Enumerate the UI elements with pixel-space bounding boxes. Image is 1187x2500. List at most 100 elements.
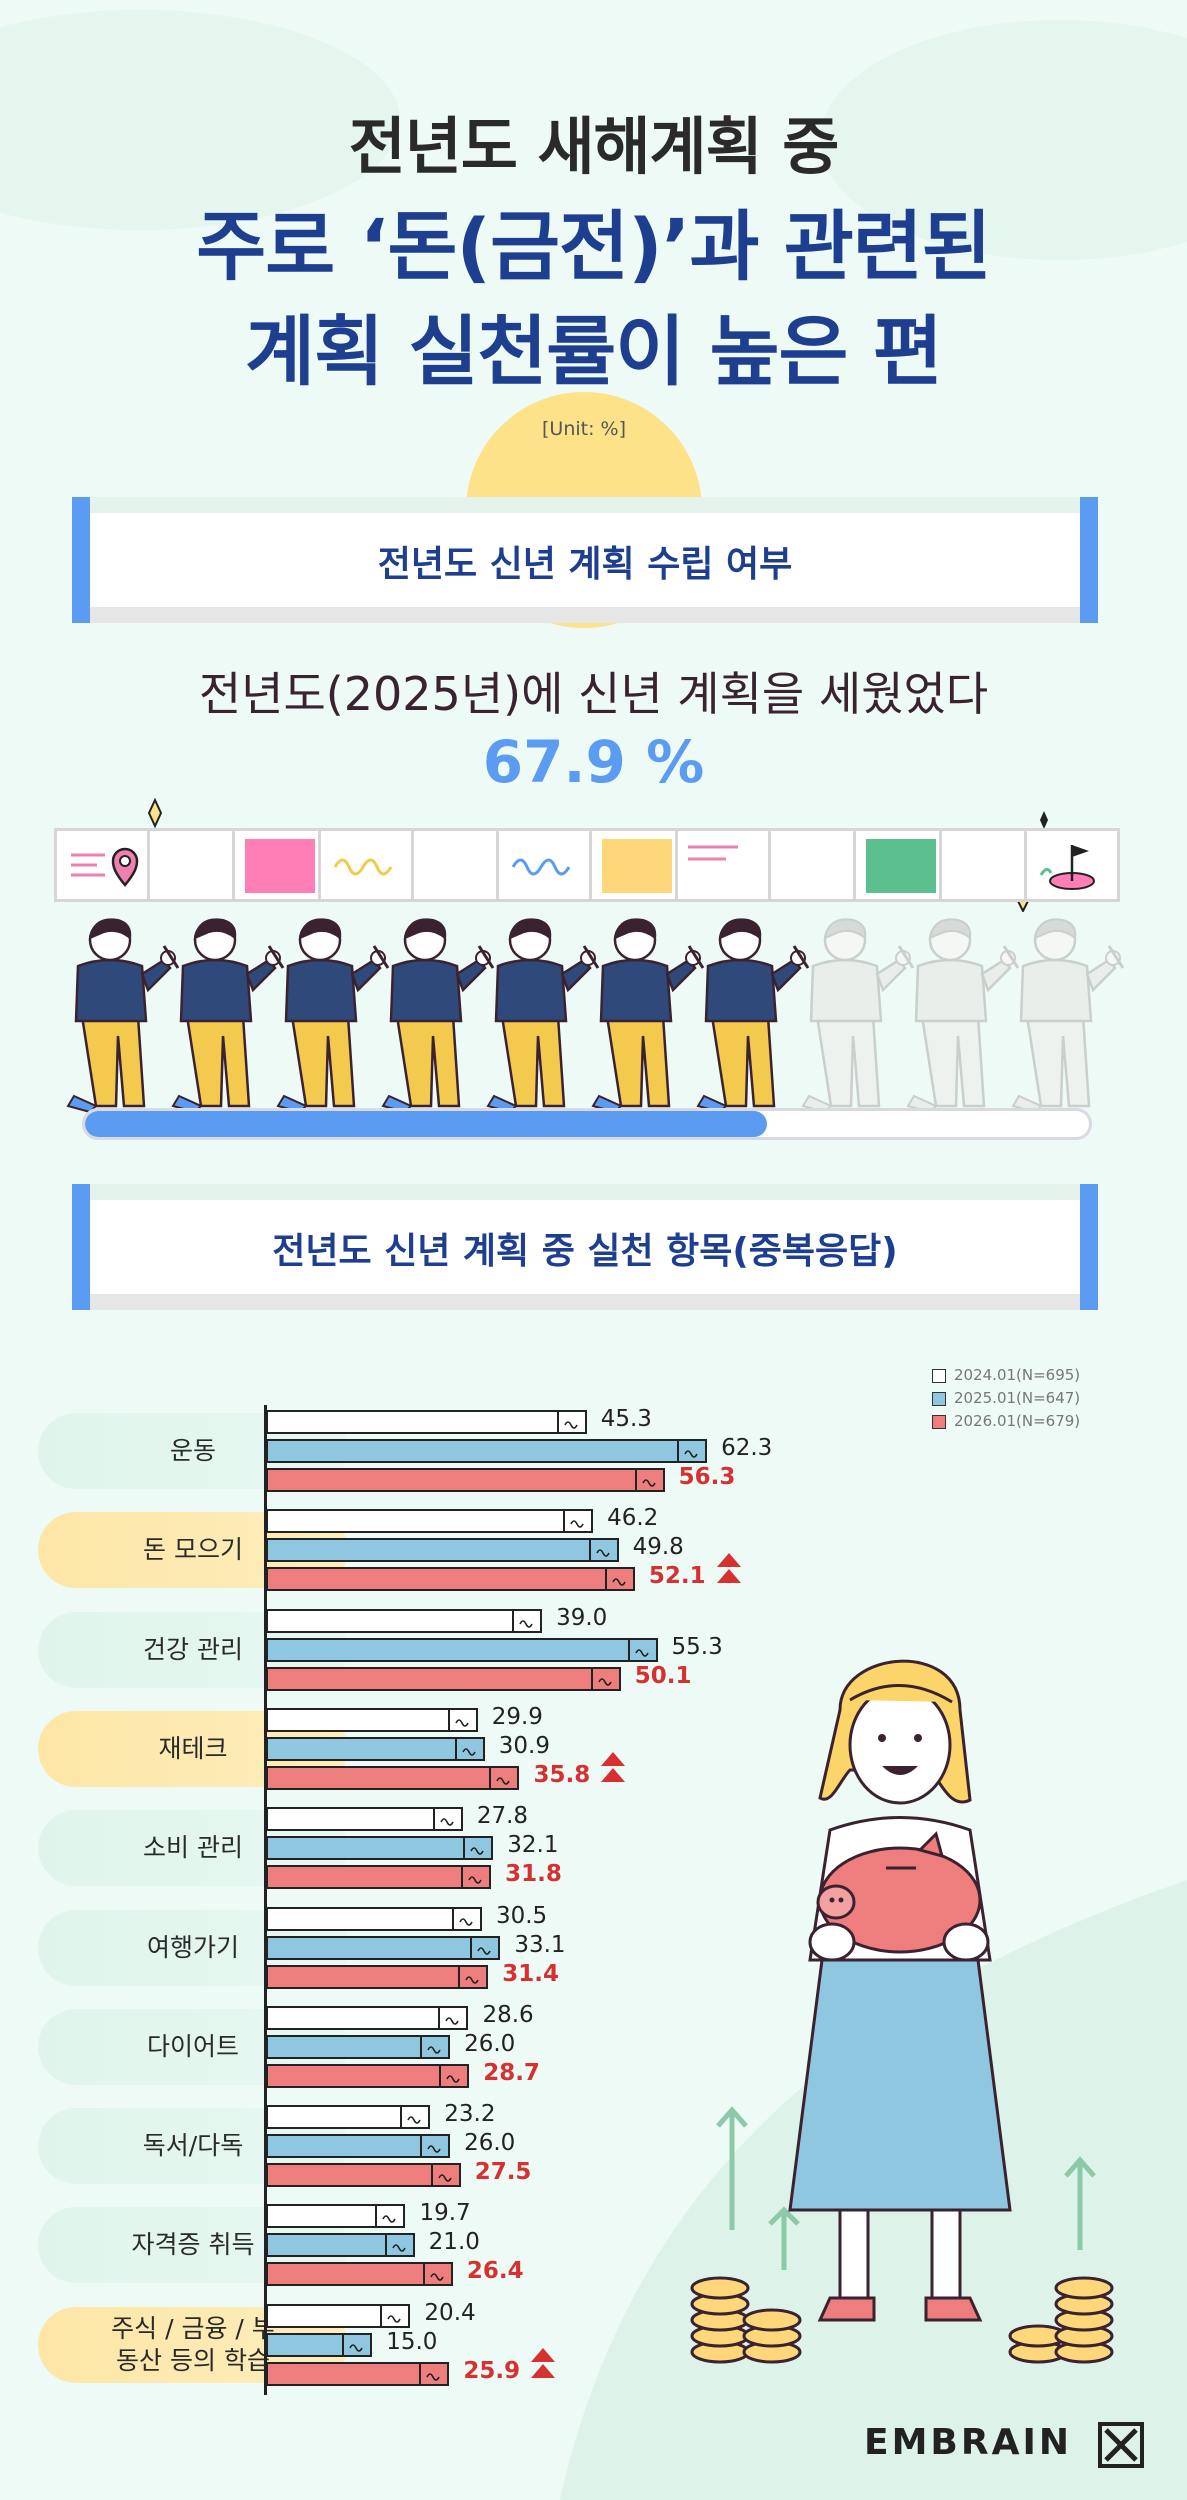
title-line-3: 계획 실천률이 높은 편 [245,307,943,396]
bar-tag-icon [454,1736,485,1761]
legend-item: 2025.01(N=647) [932,1387,1080,1410]
bar [266,1567,635,1592]
goal-cell [1027,831,1117,899]
section-2-title: 전년도 신년 계획 중 실천 항목(중복응답) [272,1231,898,1272]
bar [266,1439,708,1463]
woman-piggy-bank-illustration [690,1659,1114,2364]
bar [266,2303,411,2328]
plan-progress-fill [85,1111,767,1137]
bar-tag-icon [342,2332,373,2357]
person-figure [381,918,495,1114]
chart-legend: 2024.01(N=695) 2025.01(N=647) 2026.01(N=… [932,1364,1080,1433]
bar-tag-icon [430,2163,461,2188]
squiggle-icon [333,858,393,876]
sparkle-icon [147,798,163,828]
goal-flag-icon [1039,845,1095,890]
data-label: 19.7 [419,2200,471,2227]
person-figure [276,918,390,1114]
data-label: 26.0 [464,2030,516,2057]
bar-tag-icon [563,1509,594,1534]
bar-tag-icon [438,2005,469,2030]
bar [266,1637,658,1662]
data-label: 32.1 [507,1832,559,1859]
data-label: 49.8 [632,1534,684,1561]
data-label: 28.6 [482,2001,534,2028]
data-label: 26.4 [466,2258,524,2285]
increase-arrow-icon [716,1553,741,1584]
bar [266,1666,621,1691]
data-label: 52.1 [648,1563,706,1590]
data-label: 26.0 [464,2130,516,2157]
section-2-banner: 전년도 신년 계획 중 실천 항목(중복응답) [72,1184,1098,1310]
bar-tag-icon [451,1906,482,1931]
data-label: 62.3 [721,1435,773,1461]
people-pictogram [66,918,1125,1114]
bar [266,2105,431,2130]
brand-mark-icon [1098,2422,1144,2468]
bar-tag-icon [422,2262,453,2287]
bar [266,2034,451,2059]
person-figure [1011,918,1125,1114]
plan-progress-bar [82,1108,1092,1140]
bar-tag-icon [634,1468,665,1492]
bar-tag-icon [447,1707,478,1732]
data-label: 29.9 [491,1703,543,1730]
data-label: 39.0 [556,1604,608,1631]
data-label: 30.5 [495,1902,548,1929]
data-label: 45.3 [600,1406,652,1432]
bar [266,1410,587,1434]
data-label: 27.8 [476,1803,529,1830]
data-label: 35.8 [533,1761,591,1788]
bar-tag-icon [375,2204,406,2229]
bar-tag-icon [420,2034,451,2059]
data-label: 56.3 [678,1464,736,1490]
person-figure [801,918,915,1114]
legend-item: 2024.01(N=695) [932,1364,1080,1387]
squiggle-icon [511,858,571,876]
bar [266,1509,594,1534]
bar-tag-icon [380,2303,411,2328]
bar [266,1468,665,1492]
bar-tag-icon [463,1836,494,1861]
sparkle-icon [1040,811,1048,829]
plan-percentage: 67.9 % [482,728,705,796]
data-label: 15.0 [386,2328,438,2355]
bar [266,2204,406,2229]
title-line-1: 전년도 새해계획 중 [348,110,840,183]
person-figure [171,918,285,1114]
bar-tag-icon [590,1666,621,1691]
bar-tag-icon [384,2233,415,2258]
section-1-banner: 전년도 신년 계획 수립 여부 [72,497,1098,623]
bar [266,1865,492,1890]
bar [266,1765,520,1790]
bar [266,1807,463,1832]
data-label: 28.7 [483,2059,540,2086]
bar [266,1707,478,1732]
bar-tag-icon [400,2105,431,2130]
bar [266,1964,489,1989]
person-figure [66,918,180,1114]
bar [266,2332,373,2357]
chart-axis [264,1405,267,2395]
data-label: 33.1 [514,1931,566,1958]
bar-tag-icon [419,2361,450,2386]
data-label: 50.1 [634,1662,692,1689]
bar-tag-icon [420,2134,451,2159]
bar-tag-icon [489,1765,520,1790]
person-figure [486,918,600,1114]
bar [266,2262,453,2287]
bar [266,1608,543,1633]
bar-tag-icon [461,1865,492,1890]
bar [266,2005,469,2030]
bar-tag-icon [439,2063,470,2088]
unit-label: [Unit: %] [542,418,626,440]
bar-tag-icon [470,1935,501,1960]
increase-arrow-icon [601,1751,626,1782]
data-label: 55.3 [671,1633,723,1660]
bar [266,1935,501,1960]
title-line-2: 주로 ‘돈(금전)’과 관련된 [196,202,991,291]
bar-tag-icon [512,1608,543,1633]
data-label: 31.4 [502,1960,560,1987]
bar-tag-icon [432,1807,463,1832]
bar [266,1736,485,1761]
